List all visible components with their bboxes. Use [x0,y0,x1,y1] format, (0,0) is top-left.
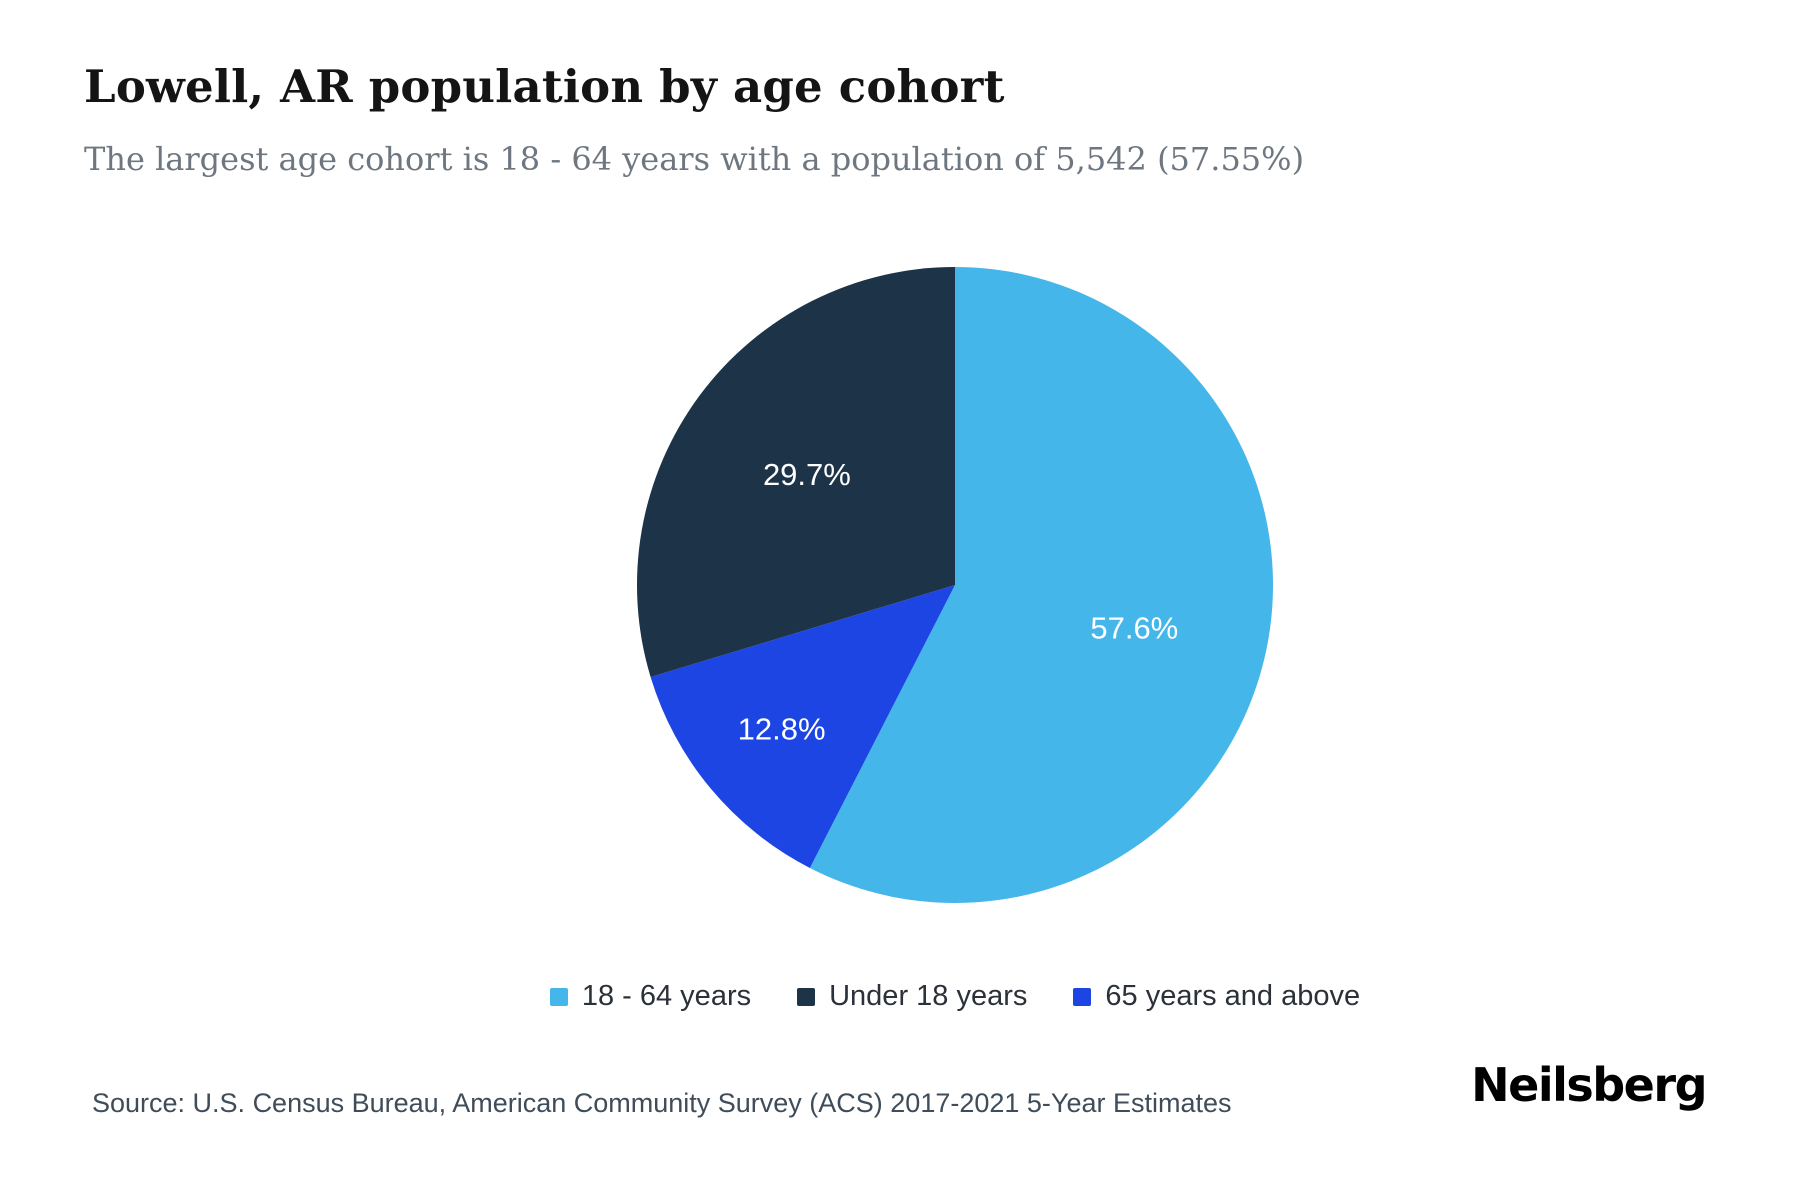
legend-swatch-65-years-and-above [1073,987,1092,1006]
source-text: Source: U.S. Census Bureau, American Com… [92,1088,1232,1118]
legend-label: Under 18 years [829,980,1028,1012]
chart-legend: 18 - 64 years Under 18 years 65 years an… [55,980,1800,1013]
slice-percentage-label: 29.7% [763,457,851,492]
pie-chart-svg: 57.6% 12.8% 29.7% [636,267,1274,904]
slice-percentage-label: 57.6% [1090,610,1178,645]
legend-label: 18 - 64 years [581,980,752,1012]
legend-item-65-years-and-above[interactable]: 65 years and above [1073,980,1360,1013]
pie-slice-18-64-years[interactable] [809,267,1274,904]
legend-item-under-18-years[interactable]: Under 18 years [797,980,1027,1013]
legend-label: 65 years and above [1105,980,1361,1012]
legend-swatch-18-64-years [549,987,568,1006]
legend-item-18-64-years[interactable]: 18 - 64 years [549,980,752,1013]
slice-percentage-label: 12.8% [738,712,826,747]
brand-logo[interactable]: Neilsberg [1471,1058,1707,1112]
pie-slice-under-18-years[interactable] [636,267,955,677]
page-subtitle: The largest age cohort is 18 - 64 years … [84,140,1305,178]
pie-chart: 57.6% 12.8% 29.7% [605,235,1305,935]
legend-swatch-under-18-years [797,987,816,1006]
pie-slice-65-years-and-above[interactable] [650,585,955,868]
page-title: Lowell, AR population by age cohort [84,60,1005,113]
